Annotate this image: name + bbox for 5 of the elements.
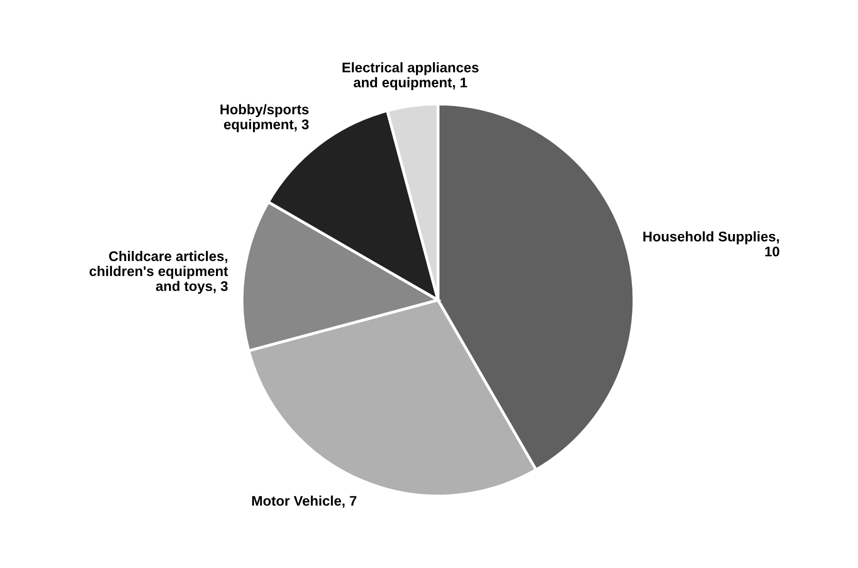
slice-label: Electrical appliances and equipment, 1 — [342, 62, 479, 90]
slice-label: Motor Vehicle, 7 — [252, 496, 356, 508]
slice-label: Hobby/sports equipment, 3 — [220, 104, 309, 132]
slice-label: Household Supplies, 10 — [643, 231, 780, 256]
slice-label: Childcare articles, children's equipment and toys, 3 — [90, 250, 228, 294]
